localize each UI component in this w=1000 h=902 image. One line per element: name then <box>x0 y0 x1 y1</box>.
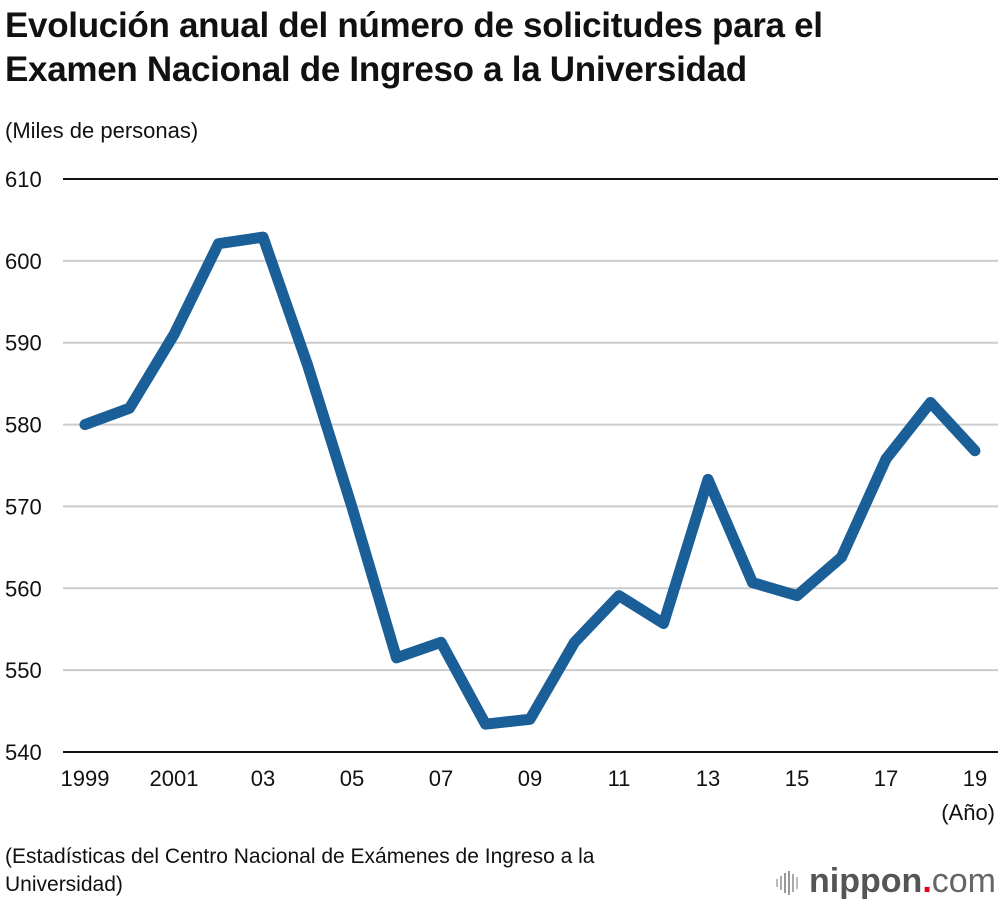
x-tick-label: 05 <box>340 766 364 791</box>
x-tick-label: 17 <box>874 766 898 791</box>
x-tick-label: 2001 <box>150 766 199 791</box>
chart-title-line2: Examen Nacional de Ingreso a la Universi… <box>5 50 747 89</box>
logo-bars-icon <box>776 871 799 896</box>
line-chart: 540 550 560 570 580 590 600 610 1999 2001 03 05 07 09… <box>5 167 998 825</box>
x-tick-label: 11 <box>608 766 631 791</box>
x-tick-label: 15 <box>785 766 809 791</box>
y-axis-unit-label: (Miles de personas) <box>5 118 199 143</box>
source-line2: Universidad) <box>5 873 123 896</box>
y-tick-label: 580 <box>5 413 42 438</box>
y-tick-label: 610 <box>5 167 42 192</box>
nippon-logo: nippon.com <box>775 862 996 901</box>
source-line1: (Estadísticas del Centro Nacional de Exá… <box>5 845 595 868</box>
y-tick-label: 550 <box>5 658 42 683</box>
source-note: (Estadísticas del Centro Nacional de Exá… <box>5 843 595 899</box>
series-line <box>79 231 981 730</box>
y-tick-label: 570 <box>5 494 42 519</box>
x-tick-label: 19 <box>963 766 987 791</box>
logo-text-main: nippon <box>809 862 923 900</box>
y-tick-label: 540 <box>5 740 42 765</box>
chart-title: Evolución anual del número de solicitude… <box>5 4 823 92</box>
x-tick-label: 03 <box>251 766 275 791</box>
x-tick-label: 13 <box>696 766 720 791</box>
x-tick-label: 09 <box>518 766 542 791</box>
x-axis-label: (Año) <box>941 800 995 825</box>
x-tick-label: 07 <box>429 766 453 791</box>
logo-text-tld: com <box>931 862 996 900</box>
logo-dot: . <box>922 862 932 900</box>
y-tick-label: 560 <box>5 576 42 601</box>
y-tick-label: 600 <box>5 249 42 274</box>
chart-title-line1: Evolución anual del número de solicitude… <box>5 6 823 45</box>
y-tick-label: 590 <box>5 331 42 356</box>
x-tick-label: 1999 <box>61 766 110 791</box>
